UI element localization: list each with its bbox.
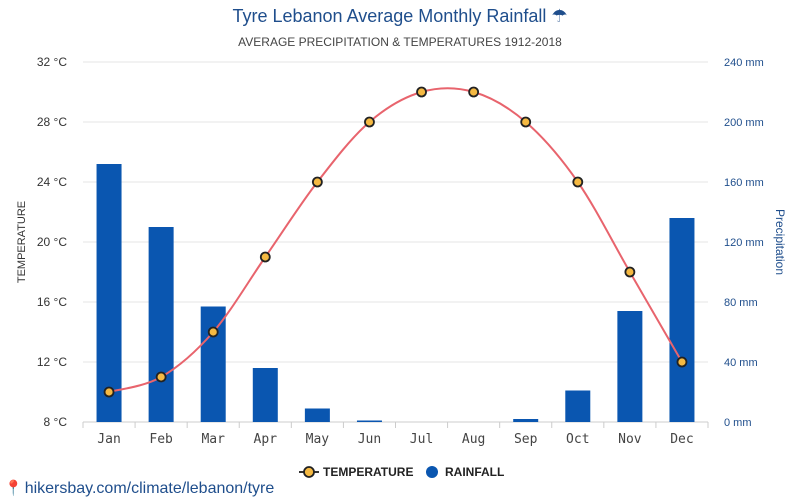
left-axis: 8 °C 12 °C 16 °C 20 °C 24 °C 28 °C 32 °C (37, 55, 67, 429)
right-tick-label: 240 mm (724, 57, 764, 69)
right-tick-label: 40 mm (724, 357, 758, 369)
rainfall-bar (565, 390, 591, 422)
temperature-marker (572, 176, 584, 188)
temperature-marker (416, 86, 427, 98)
temperature-marker (155, 371, 167, 383)
x-tick-label: Oct (566, 432, 589, 447)
left-axis-title: TEMPERATURE (16, 201, 28, 283)
temperature-marker (624, 266, 636, 278)
x-tick-label: Aug (462, 432, 485, 447)
left-tick-label: 28 °C (37, 115, 67, 129)
legend-rainfall-marker (426, 466, 438, 478)
right-tick-label: 200 mm (724, 117, 764, 129)
x-tick-label: Mar (201, 432, 225, 447)
temperature-marker (676, 356, 688, 368)
right-axis: 0 mm 40 mm 80 mm 120 mm 160 mm 200 mm 240 mm (724, 57, 764, 429)
x-tick-label: Dec (670, 432, 693, 447)
x-tick-label: Apr (254, 432, 278, 447)
legend-rainfall-label: RAINFALL (445, 465, 504, 479)
rainfall-bar (304, 408, 330, 422)
chart-title: Tyre Lebanon Average Monthly Rainfall ☂ (0, 6, 800, 27)
temperature-marker (207, 326, 219, 338)
right-tick-label: 0 mm (724, 417, 752, 429)
rainfall-bar (617, 311, 643, 422)
temperature-marker (311, 176, 323, 188)
temperature-markers (103, 86, 688, 398)
source-link-text: hikersbay.com/climate/lebanon/tyre (24, 480, 275, 497)
left-tick-label: 8 °C (44, 415, 68, 429)
x-tick-label: Jan (97, 432, 120, 447)
temperature-line (108, 87, 683, 393)
temperature-marker (364, 116, 375, 128)
left-tick-label: 24 °C (37, 175, 67, 189)
chart-subtitle: AVERAGE PRECIPITATION & TEMPERATURES 191… (238, 35, 562, 49)
rainfall-bars (96, 164, 695, 422)
temperature-marker (103, 386, 115, 398)
rainfall-bar (148, 227, 174, 422)
rainfall-bar (252, 368, 278, 422)
left-tick-label: 12 °C (37, 355, 67, 369)
x-tick-label: Jul (410, 432, 433, 447)
right-tick-label: 80 mm (724, 297, 758, 309)
location-pin-icon: 📍 (4, 480, 23, 497)
left-tick-label: 16 °C (37, 295, 67, 309)
source-link[interactable]: 📍 hikersbay.com/climate/lebanon/tyre (4, 479, 274, 498)
legend-item-rainfall[interactable]: RAINFALL (426, 465, 504, 479)
temperature-line-path (108, 87, 683, 393)
x-tick-label: Nov (618, 432, 642, 447)
right-tick-label: 120 mm (724, 237, 764, 249)
rainfall-bar (96, 164, 122, 422)
right-axis-title: Precipitation (773, 209, 787, 275)
rainfall-bar (200, 306, 226, 422)
left-tick-label: 32 °C (37, 55, 67, 69)
chart-title-text: Tyre Lebanon Average Monthly Rainfall (232, 6, 547, 26)
temperature-marker (468, 86, 480, 98)
legend-temperature-label: TEMPERATURE (323, 465, 413, 479)
x-tick-label: Jun (358, 432, 381, 447)
legend-item-temperature[interactable]: TEMPERATURE (299, 465, 413, 479)
rainfall-bar (513, 419, 539, 422)
x-tick-label: Sep (514, 432, 538, 447)
temperature-marker (520, 116, 532, 128)
x-tick-label: Feb (149, 432, 173, 447)
rainfall-bar (356, 420, 382, 422)
umbrella-icon: ☂ (551, 6, 568, 26)
x-axis: Jan Feb Mar Apr May Jun Jul Aug Sep Oct Nov Dec (97, 432, 693, 447)
left-tick-label: 20 °C (37, 235, 67, 249)
x-tick-label: May (306, 432, 330, 447)
legend: TEMPERATURE RAINFALL (299, 465, 504, 479)
right-tick-label: 160 mm (724, 177, 764, 189)
temperature-marker (259, 251, 271, 263)
rainfall-bar (669, 218, 695, 422)
legend-temperature-marker (303, 466, 315, 478)
grid-lines (82, 61, 709, 428)
